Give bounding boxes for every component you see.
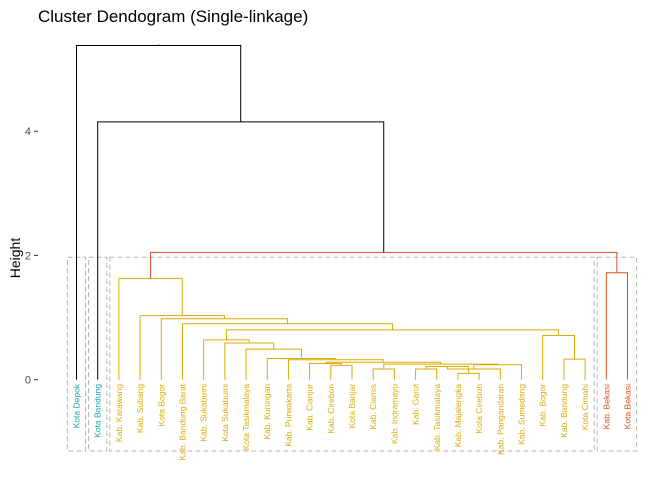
leaf-label: Kab. Tasikmalaya bbox=[432, 384, 442, 451]
leaf-label: Kab. Pangandaran bbox=[495, 384, 505, 455]
leaf-label: Kab. Ciamis bbox=[368, 384, 378, 430]
link-m18 bbox=[225, 329, 560, 340]
link-m6 bbox=[473, 364, 523, 380]
link-m9 bbox=[309, 362, 342, 380]
dendrogram-links bbox=[76, 44, 628, 380]
leaf-label: Kota Cimahi bbox=[580, 384, 590, 430]
link-m5 bbox=[446, 366, 501, 380]
link-m10 bbox=[325, 361, 442, 365]
cluster-box-3 bbox=[109, 256, 595, 452]
link-m4 bbox=[425, 366, 470, 374]
link-m19 bbox=[181, 323, 394, 380]
link-m12 bbox=[266, 357, 337, 380]
leaf-label: Kab. Kuningan bbox=[262, 384, 272, 440]
link-m1 bbox=[372, 368, 395, 380]
y-tick-label: 0 bbox=[25, 375, 31, 387]
leaf-label: Kota Bogor bbox=[156, 384, 166, 427]
link-m8 bbox=[330, 364, 353, 380]
leaf-label: Kab. Bandung Barat bbox=[177, 383, 187, 460]
leaf-label: Kota Cirebon bbox=[474, 384, 484, 434]
leaf-label: Kota Sukabumi bbox=[220, 384, 230, 442]
leaf-label: Kab. Sukabumi bbox=[199, 384, 209, 442]
link-m25 bbox=[97, 121, 385, 380]
leaf-labels: Kota Depok Kota Bandung Kab. Karawang Kab. … bbox=[72, 383, 633, 460]
link-m17 bbox=[542, 335, 576, 380]
leaf-label: Kota Bekasi bbox=[623, 384, 633, 429]
y-tick-label: 4 bbox=[25, 126, 31, 138]
leaf-label: Kota Depok bbox=[72, 383, 82, 428]
y-axis: 0 2 4 bbox=[25, 126, 38, 387]
leaf-label: Kab. Cianjur bbox=[305, 384, 315, 431]
leaf-label: Kab. Cirebon bbox=[326, 384, 336, 434]
leaf-label: Kab. Sumedang bbox=[517, 384, 527, 445]
leaf-label: Kab. Subang bbox=[135, 384, 145, 433]
link-m26 bbox=[76, 45, 242, 380]
link-m23 bbox=[605, 272, 628, 380]
leaf-label: Kab. Karawang bbox=[114, 384, 124, 442]
leaf-label: Kota Banjar bbox=[347, 384, 357, 429]
leaf-label: Kab. Majalengka bbox=[453, 384, 463, 448]
link-m14 bbox=[224, 342, 275, 380]
leaf-label: Kab. Bogor bbox=[538, 384, 548, 427]
y-axis-title: Height bbox=[7, 238, 23, 279]
leaf-label: Kab. Indramayu bbox=[389, 384, 399, 444]
link-m3 bbox=[415, 368, 438, 380]
leaf-label: Kab. Purwakarta bbox=[283, 384, 293, 447]
leaf-label: Kota Tasikmalaya bbox=[241, 384, 251, 451]
link-m15 bbox=[203, 339, 250, 380]
chart-title: Cluster Dendogram (Single-linkage) bbox=[38, 7, 308, 26]
link-m2 bbox=[457, 372, 480, 380]
leaf-label: Kab. Garut bbox=[411, 383, 421, 425]
link-m24 bbox=[150, 251, 618, 279]
link-m21 bbox=[139, 315, 225, 380]
y-tick-label: 2 bbox=[25, 250, 31, 262]
leaf-label: Kota Bandung bbox=[93, 384, 103, 438]
link-m7 bbox=[383, 363, 499, 370]
leaf-label: Kab. Bandung bbox=[559, 384, 569, 438]
leaf-label: Kab. Bekasi bbox=[601, 384, 611, 429]
link-m16 bbox=[563, 358, 586, 380]
link-m22 bbox=[118, 277, 183, 380]
link-m13 bbox=[245, 348, 303, 380]
